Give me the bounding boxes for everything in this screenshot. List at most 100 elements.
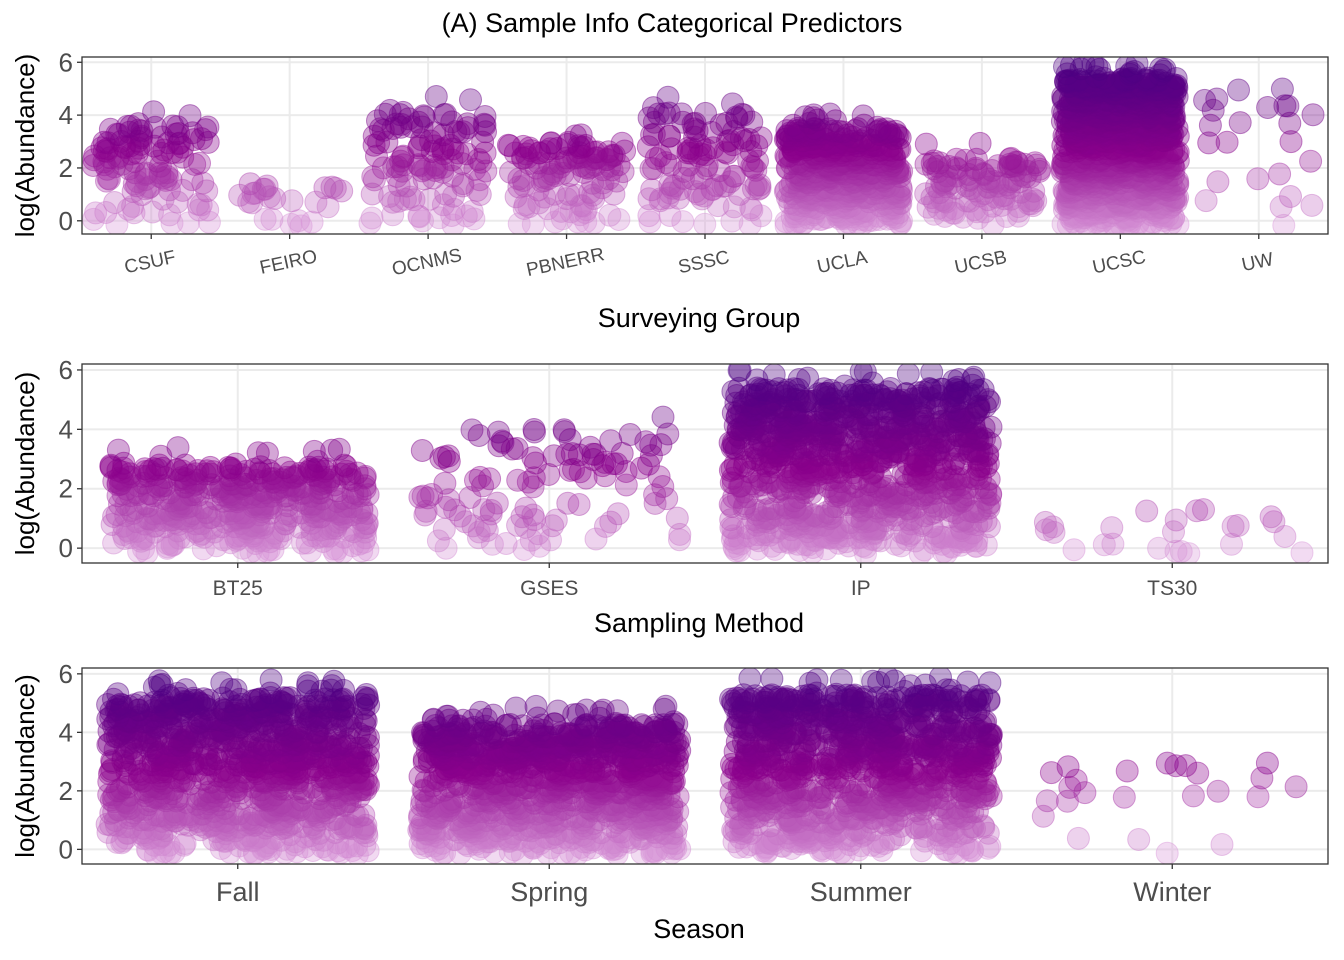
data-point xyxy=(834,196,858,220)
data-point xyxy=(1095,161,1119,185)
data-point xyxy=(1117,128,1140,152)
data-point xyxy=(980,159,1004,182)
data-point xyxy=(437,444,460,468)
data-point xyxy=(1118,212,1142,234)
data-point xyxy=(1113,206,1137,230)
data-point xyxy=(781,212,805,234)
data-point xyxy=(1074,172,1098,196)
data-point xyxy=(517,195,541,219)
data-point xyxy=(1056,196,1080,219)
data-point xyxy=(473,141,497,165)
points-1 xyxy=(82,57,1325,234)
data-point xyxy=(1162,138,1186,162)
data-point xyxy=(423,159,447,182)
data-point xyxy=(876,202,900,226)
data-point xyxy=(160,141,184,165)
data-point xyxy=(799,188,823,212)
data-point xyxy=(725,106,749,130)
data-point xyxy=(1139,173,1163,197)
data-point xyxy=(830,194,854,218)
data-point xyxy=(728,182,751,206)
data-point xyxy=(1133,177,1157,201)
data-point xyxy=(648,189,672,213)
data-point xyxy=(1108,113,1132,137)
data-point xyxy=(607,208,631,231)
data-point xyxy=(1134,212,1158,234)
data-point xyxy=(886,137,910,161)
data-point xyxy=(1013,152,1036,176)
data-point xyxy=(930,171,954,195)
data-point xyxy=(512,197,536,220)
data-point xyxy=(789,124,813,148)
data-point xyxy=(1103,177,1127,201)
data-point xyxy=(788,163,812,187)
data-point xyxy=(1112,159,1136,182)
data-point xyxy=(1259,505,1283,529)
data-point xyxy=(796,206,820,230)
data-point xyxy=(842,138,866,162)
data-point xyxy=(1135,499,1159,523)
data-point xyxy=(808,208,832,231)
data-point xyxy=(776,130,799,154)
data-point xyxy=(971,162,995,185)
data-point xyxy=(857,190,881,214)
data-point xyxy=(740,154,764,178)
data-point xyxy=(695,154,719,178)
data-point xyxy=(889,175,913,198)
data-point xyxy=(1060,120,1084,144)
y-tick-label: 2 xyxy=(59,474,73,504)
data-point xyxy=(440,110,464,134)
data-point xyxy=(1140,120,1164,144)
data-point xyxy=(1127,199,1151,223)
data-point xyxy=(1123,130,1147,154)
data-point xyxy=(831,143,855,167)
data-point xyxy=(798,149,822,172)
data-point xyxy=(868,139,891,163)
data-point xyxy=(1061,168,1084,192)
data-point xyxy=(431,137,455,160)
data-point xyxy=(846,144,870,168)
data-point xyxy=(1160,120,1183,144)
data-point xyxy=(687,182,711,206)
data-point xyxy=(841,161,865,185)
data-point xyxy=(1067,187,1091,211)
data-point xyxy=(1116,211,1140,234)
data-point xyxy=(1121,196,1145,220)
data-point xyxy=(871,186,895,210)
data-point xyxy=(1028,157,1052,181)
data-point xyxy=(1082,195,1106,219)
data-point xyxy=(1137,180,1161,204)
data-point xyxy=(1164,190,1188,214)
data-point xyxy=(1086,154,1110,178)
data-point xyxy=(1122,127,1146,151)
data-point xyxy=(815,144,839,168)
data-point xyxy=(823,177,847,201)
data-point xyxy=(802,136,825,159)
data-point xyxy=(875,162,899,186)
data-point xyxy=(965,200,989,224)
data-point xyxy=(410,159,434,183)
data-point xyxy=(186,192,210,216)
data-point xyxy=(462,207,486,231)
data-point xyxy=(846,181,870,205)
data-point xyxy=(880,203,904,227)
data-point xyxy=(1066,153,1090,177)
data-point xyxy=(182,128,206,152)
data-point xyxy=(886,159,910,183)
x-tick-label: FEIRO xyxy=(258,246,319,279)
data-point xyxy=(1057,184,1081,208)
data-point xyxy=(1157,156,1181,180)
data-point xyxy=(835,213,858,234)
data-point xyxy=(1159,127,1183,151)
data-point xyxy=(1073,146,1097,170)
data-point xyxy=(649,144,672,168)
data-point xyxy=(658,124,682,148)
data-point xyxy=(1002,154,1025,177)
data-point xyxy=(842,147,866,170)
data-point xyxy=(1156,151,1180,175)
data-point xyxy=(792,133,816,157)
data-point xyxy=(977,167,1001,191)
data-point xyxy=(867,181,891,205)
data-point xyxy=(881,180,905,204)
data-point xyxy=(514,142,538,166)
